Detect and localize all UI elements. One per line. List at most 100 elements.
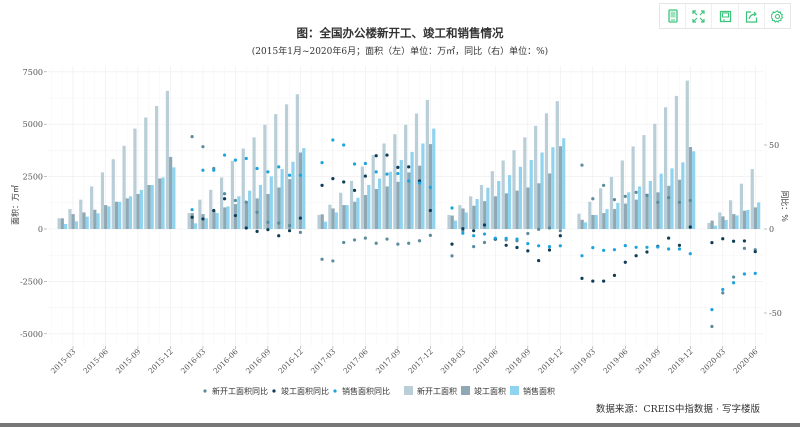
point-new-start-yoy bbox=[688, 198, 692, 203]
settings-button[interactable] bbox=[765, 4, 790, 28]
mobile-view-button[interactable] bbox=[660, 4, 687, 28]
bar-sales bbox=[594, 214, 598, 229]
bar-sales bbox=[659, 173, 663, 229]
bar-completed bbox=[223, 207, 227, 229]
left-tick-label: -2500 bbox=[20, 277, 43, 286]
point-new-start-yoy bbox=[558, 229, 562, 233]
point-completed-yoy bbox=[710, 241, 714, 245]
legend-label: 竣工面积同比 bbox=[281, 386, 329, 396]
bar-new-start bbox=[252, 137, 256, 229]
bar-completed bbox=[136, 193, 140, 229]
bar-new-start bbox=[79, 199, 83, 229]
point-new-start-yoy bbox=[407, 241, 411, 245]
bar-new-start bbox=[328, 204, 332, 229]
point-sales-yoy bbox=[688, 252, 692, 256]
bar-completed bbox=[526, 187, 530, 229]
point-sales-yoy bbox=[428, 185, 432, 189]
point-new-start-yoy bbox=[450, 254, 454, 258]
point-sales-yoy bbox=[417, 181, 422, 185]
point-sales-yoy bbox=[342, 143, 346, 147]
point-completed-yoy bbox=[580, 276, 584, 280]
share-button[interactable] bbox=[739, 4, 765, 28]
bar-sales bbox=[367, 184, 371, 229]
bar-completed bbox=[212, 210, 216, 229]
bar-sales bbox=[107, 206, 111, 229]
bar-sales bbox=[713, 225, 717, 229]
bar-new-start bbox=[284, 104, 289, 229]
bar-new-start bbox=[57, 218, 61, 229]
point-completed-yoy bbox=[753, 250, 757, 254]
point-new-start-yoy bbox=[233, 198, 238, 203]
x-tick-label: 2017-12 bbox=[406, 347, 435, 376]
legend-marker-point bbox=[333, 389, 337, 393]
point-sales-yoy bbox=[558, 244, 562, 248]
bar-sales bbox=[627, 192, 631, 229]
point-sales-yoy bbox=[591, 246, 595, 250]
save-button[interactable] bbox=[712, 4, 739, 28]
bar-sales bbox=[399, 160, 403, 229]
bar-completed bbox=[667, 185, 671, 229]
bar-completed bbox=[353, 201, 357, 229]
point-new-start-yoy bbox=[396, 242, 400, 246]
bar-completed bbox=[613, 209, 617, 229]
bar-sales bbox=[280, 169, 284, 229]
chart-subtitle: (2015年1月~2020年6月；面积（左）单位：万㎡，同比（右）单位：%) bbox=[252, 45, 548, 57]
point-completed-yoy bbox=[742, 239, 747, 243]
point-sales-yoy bbox=[753, 271, 757, 275]
x-tick-label: 2016-12 bbox=[276, 347, 305, 376]
bar-sales bbox=[616, 203, 620, 229]
x-tick-label: 2019-06 bbox=[601, 347, 630, 376]
point-sales-yoy bbox=[396, 171, 400, 176]
left-tick-label: 5000 bbox=[23, 120, 43, 129]
bar-completed bbox=[266, 193, 270, 229]
bar-sales bbox=[464, 212, 468, 229]
point-sales-yoy bbox=[721, 287, 725, 292]
point-sales-yoy bbox=[244, 156, 248, 161]
point-new-start-yoy bbox=[623, 194, 627, 199]
fullscreen-button[interactable] bbox=[686, 4, 713, 28]
x-tick-label: 2015-03 bbox=[49, 347, 78, 376]
bar-new-start bbox=[230, 160, 235, 229]
bar-completed bbox=[363, 195, 368, 229]
bar-completed bbox=[331, 208, 335, 229]
bar-completed bbox=[190, 213, 194, 229]
point-sales-yoy bbox=[201, 168, 205, 172]
bar-new-start bbox=[198, 199, 202, 229]
bar-new-start bbox=[718, 212, 722, 229]
legend-label: 新开工面积 bbox=[417, 386, 457, 396]
point-new-start-yoy bbox=[602, 183, 606, 187]
point-sales-yoy bbox=[634, 245, 638, 249]
bar-sales bbox=[85, 216, 89, 229]
bar-new-start bbox=[739, 183, 744, 229]
point-sales-yoy bbox=[255, 166, 259, 171]
bar-sales bbox=[161, 177, 165, 229]
point-completed-yoy bbox=[461, 227, 465, 231]
bar-new-start bbox=[501, 160, 505, 229]
bar-completed bbox=[114, 201, 119, 229]
bar-sales bbox=[540, 152, 544, 229]
point-new-start-yoy bbox=[731, 275, 736, 279]
bar-completed bbox=[450, 215, 454, 229]
x-tick-label: 2018-12 bbox=[536, 347, 565, 376]
point-sales-yoy bbox=[298, 173, 302, 177]
bar-sales bbox=[215, 213, 219, 229]
point-sales-yoy bbox=[645, 245, 649, 249]
bar-new-start bbox=[620, 160, 624, 229]
bar-new-start bbox=[447, 214, 451, 229]
bar-completed bbox=[418, 165, 422, 229]
bar-new-start bbox=[523, 137, 527, 229]
bar-sales bbox=[118, 201, 122, 229]
bar-completed bbox=[548, 173, 552, 229]
right-axis-label: 同比：% bbox=[780, 190, 790, 222]
bar-new-start bbox=[393, 134, 397, 229]
chart-toolbar bbox=[659, 3, 791, 29]
bar-completed bbox=[396, 181, 400, 229]
bar-sales bbox=[172, 167, 176, 229]
bar-new-start bbox=[750, 169, 754, 229]
bar-new-start bbox=[664, 107, 668, 229]
x-tick-label: 2019-09 bbox=[634, 347, 663, 376]
right-tick-label: 0 bbox=[769, 225, 774, 234]
bar-completed bbox=[634, 199, 638, 229]
save-icon bbox=[719, 10, 731, 22]
x-tick-label: 2020-06 bbox=[731, 347, 760, 376]
